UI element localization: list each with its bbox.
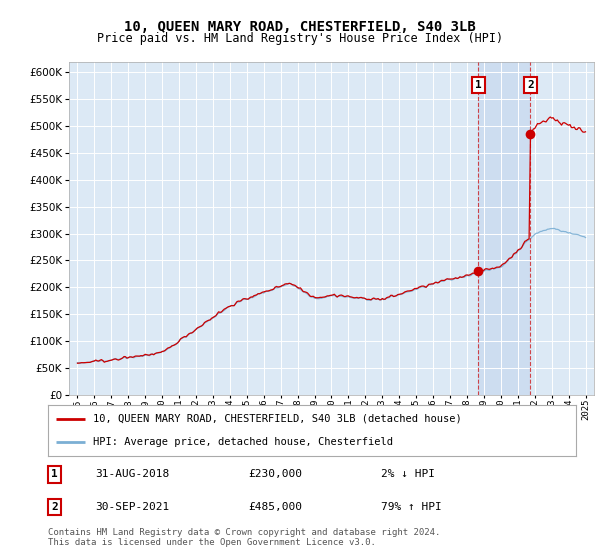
Text: 31-AUG-2018: 31-AUG-2018	[95, 469, 170, 479]
Text: 10, QUEEN MARY ROAD, CHESTERFIELD, S40 3LB (detached house): 10, QUEEN MARY ROAD, CHESTERFIELD, S40 3…	[93, 414, 461, 424]
Text: 1: 1	[475, 80, 482, 90]
Text: 79% ↑ HPI: 79% ↑ HPI	[380, 502, 442, 512]
Bar	[478, 62, 530, 395]
Text: 10, QUEEN MARY ROAD, CHESTERFIELD, S40 3LB: 10, QUEEN MARY ROAD, CHESTERFIELD, S40 3…	[124, 20, 476, 34]
Text: £230,000: £230,000	[248, 469, 302, 479]
Text: Contains HM Land Registry data © Crown copyright and database right 2024.
This d: Contains HM Land Registry data © Crown c…	[48, 528, 440, 547]
Text: Price paid vs. HM Land Registry's House Price Index (HPI): Price paid vs. HM Land Registry's House …	[97, 32, 503, 45]
Text: 30-SEP-2021: 30-SEP-2021	[95, 502, 170, 512]
Text: 2% ↓ HPI: 2% ↓ HPI	[380, 469, 434, 479]
Text: 2: 2	[527, 80, 534, 90]
Text: 1: 1	[51, 469, 58, 479]
Text: 2: 2	[51, 502, 58, 512]
Text: HPI: Average price, detached house, Chesterfield: HPI: Average price, detached house, Ches…	[93, 437, 393, 447]
Text: £485,000: £485,000	[248, 502, 302, 512]
